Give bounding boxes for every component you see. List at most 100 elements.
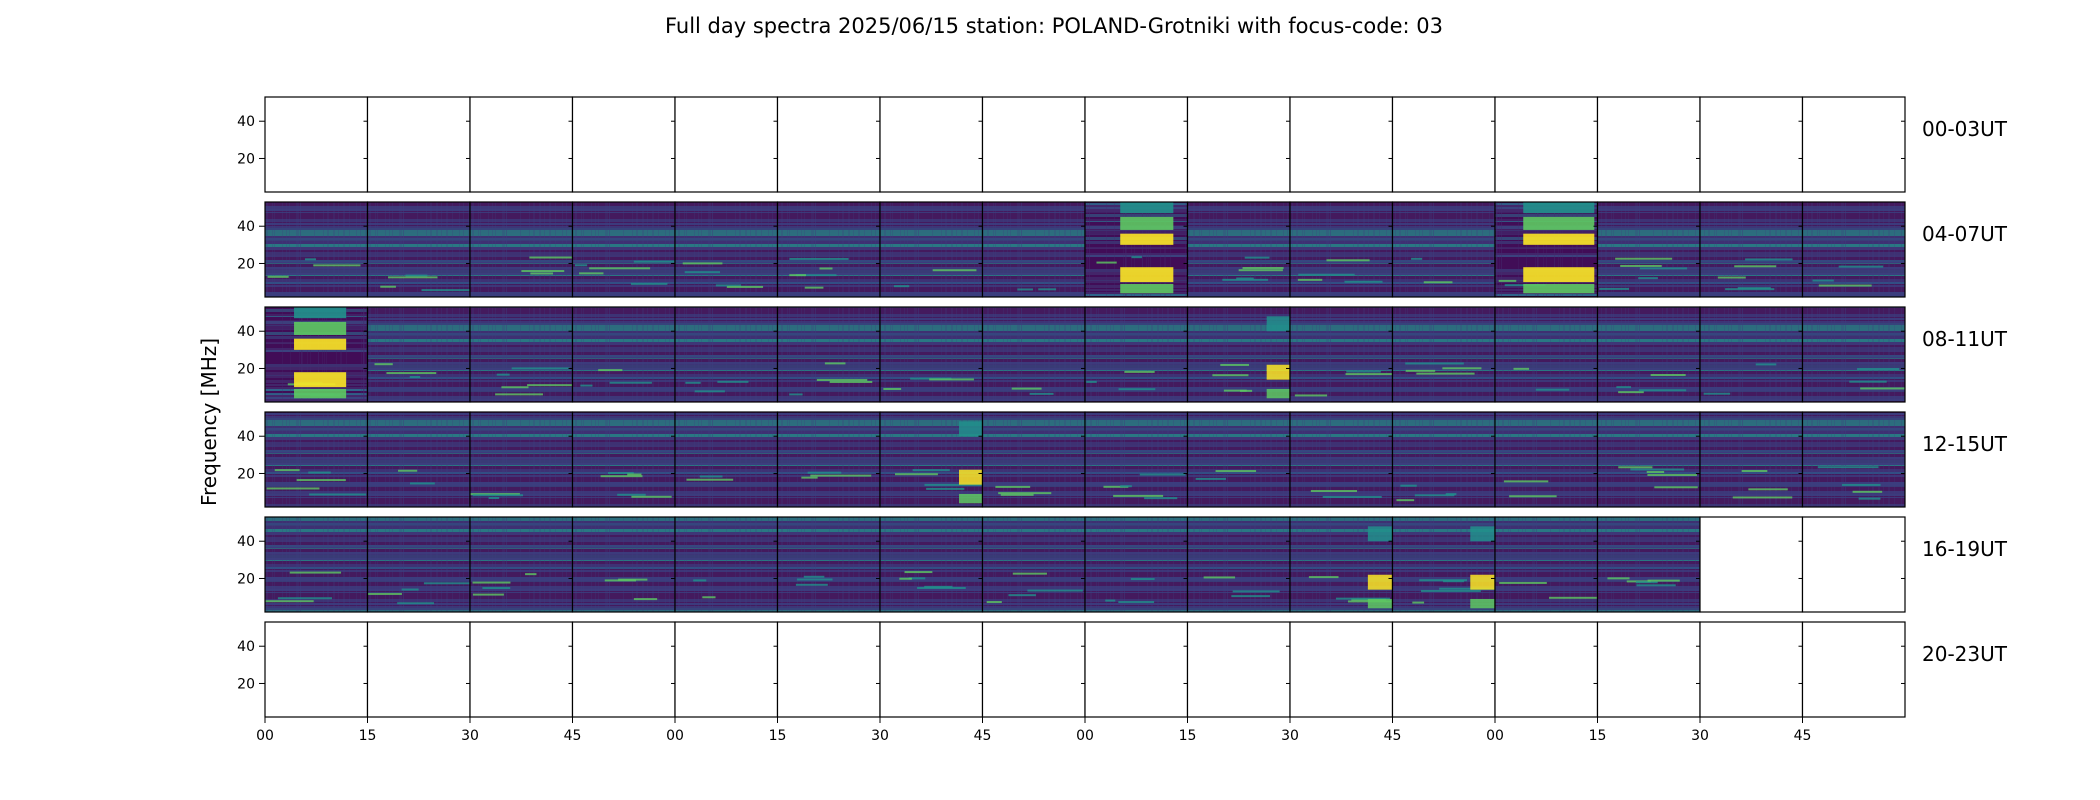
spectrum-panel <box>1801 201 1906 298</box>
y-tick-label: 20 <box>237 256 255 272</box>
spectrum-panel <box>776 306 881 403</box>
y-tick-label: 20 <box>237 361 255 377</box>
spectrum-panel <box>1699 201 1804 298</box>
spectrum-panel <box>1289 306 1394 403</box>
y-tick-label: 40 <box>237 534 255 550</box>
x-tick-label: 00 <box>256 728 274 744</box>
spectrum-panel <box>776 201 881 298</box>
spectrum-panel <box>469 306 574 403</box>
y-tick-label: 40 <box>237 114 255 130</box>
x-tick-label: 45 <box>974 728 992 744</box>
spectrum-panel <box>1596 201 1701 298</box>
spectrum-panel <box>879 306 984 403</box>
spectrum-panel <box>1494 96 1599 193</box>
y-tick-label: 20 <box>237 151 255 167</box>
spectrum-panel <box>776 411 881 508</box>
x-tick-label: 00 <box>1486 728 1504 744</box>
spectrum-panel <box>264 96 369 193</box>
spectrum-panel <box>1801 516 1906 613</box>
spectrum-panel <box>571 411 676 508</box>
x-tick-label: 30 <box>871 728 889 744</box>
x-tick-label: 30 <box>1691 728 1709 744</box>
spectra-rows: 20 40 00-03UT 20 40 04-07UT 20 40 08-11UT 20 40 12-… <box>237 96 2008 718</box>
x-tick-label: 00 <box>666 728 684 744</box>
spectrum-panel <box>264 411 369 508</box>
spectrum-panel <box>1699 96 1804 193</box>
spectrum-panel <box>1596 96 1701 193</box>
spectrum-panel <box>1596 516 1701 613</box>
y-tick-label: 40 <box>237 219 255 235</box>
spectrum-panel <box>1186 411 1291 508</box>
panel-border <box>1801 96 1906 193</box>
x-tick-label: 00 <box>1076 728 1094 744</box>
y-tick-label: 40 <box>237 429 255 445</box>
spectrum-panel <box>879 201 984 298</box>
spectrum-panel <box>469 411 574 508</box>
spectrum-panel <box>1289 96 1394 193</box>
spectrum-panel <box>776 621 881 718</box>
spectrum-panel <box>879 621 984 718</box>
row-time-label: 20-23UT <box>1922 642 2008 666</box>
spectrum-panel <box>1289 516 1394 613</box>
spectrum-panel <box>674 516 779 613</box>
spectrum-panel <box>981 306 1086 403</box>
spectrum-panel <box>469 201 574 298</box>
spectrum-panel <box>1084 96 1189 193</box>
spectrum-panel <box>1494 306 1599 403</box>
panel-border <box>1801 411 1906 508</box>
spectrum-panel <box>1596 411 1701 508</box>
row-time-label: 16-19UT <box>1922 537 2008 561</box>
spectrum-panel <box>366 201 471 298</box>
x-tick-label: 45 <box>1794 728 1812 744</box>
panel-border <box>1801 621 1906 718</box>
y-tick-label: 20 <box>237 676 255 692</box>
spectrum-panel <box>981 411 1086 508</box>
spectrum-panel <box>1084 306 1189 403</box>
x-tick-label: 15 <box>1589 728 1607 744</box>
row-time-label: 04-07UT <box>1922 222 2008 246</box>
spectrum-panel <box>571 201 676 298</box>
spectrum-panel <box>1391 411 1496 508</box>
spectrum-panel <box>1186 621 1291 718</box>
spectrum-panel <box>1186 96 1291 193</box>
spectrum-panel <box>1494 411 1599 508</box>
x-tick-label: 15 <box>1179 728 1197 744</box>
spectrum-panel <box>1084 201 1189 298</box>
spectrum-panel <box>981 621 1086 718</box>
spectra-row: 20 40 00-03UT <box>237 96 2008 193</box>
spectrum-panel <box>264 621 369 718</box>
spectra-row: 20 40 16-19UT <box>237 516 2008 613</box>
spectrum-panel <box>264 306 369 403</box>
spectrum-panel <box>1289 411 1394 508</box>
spectrum-panel <box>1084 516 1189 613</box>
y-tick-label: 20 <box>237 466 255 482</box>
spectra-row: 20 40 04-07UT <box>237 201 2008 298</box>
spectrum-panel <box>469 516 574 613</box>
spectrum-panel <box>674 411 779 508</box>
x-tick-label: 45 <box>1384 728 1402 744</box>
spectrum-panel <box>674 306 779 403</box>
spectrum-panel <box>981 96 1086 193</box>
spectrum-panel <box>1186 306 1291 403</box>
x-tick-label: 15 <box>769 728 787 744</box>
spectrum-panel <box>1391 201 1496 298</box>
spectrum-panel <box>1801 411 1906 508</box>
spectrum-panel <box>1084 621 1189 718</box>
spectrum-panel <box>674 201 779 298</box>
y-tick-label: 20 <box>237 571 255 587</box>
x-tick-label: 15 <box>359 728 377 744</box>
panel-border <box>1801 516 1906 613</box>
spectrum-panel <box>981 201 1086 298</box>
y-axis-label: Frequency [MHz] <box>197 338 221 506</box>
spectrum-panel <box>264 516 369 613</box>
spectrum-panel <box>571 306 676 403</box>
spectrum-panel <box>879 96 984 193</box>
x-tick-label: 45 <box>564 728 582 744</box>
spectrum-panel <box>1391 621 1496 718</box>
spectrum-panel <box>571 96 676 193</box>
spectrum-panel <box>1391 96 1496 193</box>
spectrum-panel <box>1699 411 1804 508</box>
spectrum-panel <box>1699 621 1804 718</box>
spectrum-panel <box>469 96 574 193</box>
